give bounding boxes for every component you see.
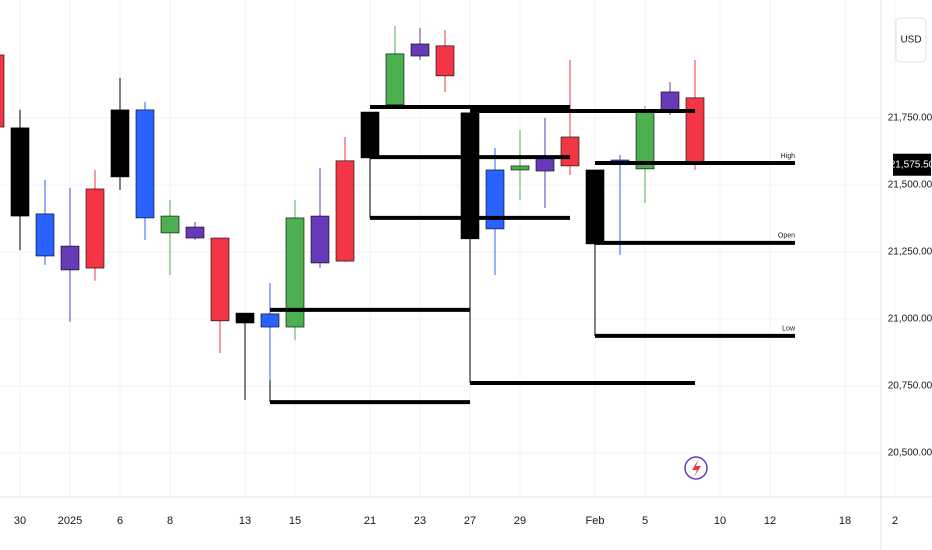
candle-body: [560, 136, 580, 167]
candle-body: [110, 109, 130, 178]
x-tick-label: 18: [839, 515, 851, 527]
x-tick-label: 21: [364, 515, 376, 527]
candle-body: [310, 215, 330, 264]
x-tick-label: 29: [514, 515, 526, 527]
candle-body: [10, 127, 30, 217]
x-tick-label: 2: [892, 515, 898, 527]
y-tick-label: 21,750.00: [888, 113, 932, 124]
x-tick-label: 23: [414, 515, 426, 527]
x-tick-label: 13: [239, 515, 251, 527]
candle-body: [685, 97, 705, 166]
candle-body: [160, 215, 180, 234]
lightning-icon[interactable]: [684, 456, 708, 480]
candle-body: [460, 112, 480, 240]
candle-body: [535, 157, 555, 172]
candle-body: [60, 245, 80, 271]
x-tick-label: 8: [167, 515, 173, 527]
x-tick-label: 27: [464, 515, 476, 527]
y-tick-label: 21,000.00: [888, 314, 932, 325]
candle-body: [410, 43, 430, 57]
candle-body: [660, 91, 680, 112]
candle-body: [335, 160, 355, 262]
y-tick-label: 21,250.00: [888, 247, 932, 258]
plot-area: High Open Low: [0, 0, 896, 497]
x-tick-label: Feb: [586, 515, 605, 527]
candle-body: [0, 54, 5, 128]
x-tick-label: 30: [14, 515, 26, 527]
y-tick-label: 21,500.00: [888, 180, 932, 191]
candle-body: [235, 312, 255, 324]
candle-body: [585, 169, 605, 245]
candle-body: [260, 313, 280, 328]
candle-body: [210, 237, 230, 322]
candle-body: [135, 109, 155, 219]
level-label: Open: [778, 233, 795, 240]
candle-body: [360, 111, 380, 159]
x-tick-label: 15: [289, 515, 301, 527]
level-label: High: [781, 153, 796, 160]
last-price-label: 21,575.50: [890, 159, 932, 170]
candle-body: [485, 169, 505, 230]
x-tick-label: 5: [642, 515, 648, 527]
last-price-box: [893, 153, 931, 176]
candle-body: [385, 53, 405, 106]
candle-body: [85, 188, 105, 269]
candle-body: [635, 111, 655, 170]
candle-body: [185, 226, 205, 239]
candle-body: [435, 45, 455, 77]
x-tick-label: 12: [764, 515, 776, 527]
level-label: Low: [782, 326, 796, 333]
candle-body: [285, 217, 305, 328]
currency-box[interactable]: [895, 17, 927, 63]
candle-body: [35, 213, 55, 257]
candle-body: [510, 165, 530, 171]
y-tick-label: 20,750.00: [888, 381, 932, 392]
x-tick-label: 10: [714, 515, 726, 527]
x-tick-label: 2025: [58, 515, 82, 527]
x-tick-label: 6: [117, 515, 123, 527]
y-tick-label: 20,500.00: [888, 448, 932, 459]
currency-label: USD: [900, 35, 921, 46]
